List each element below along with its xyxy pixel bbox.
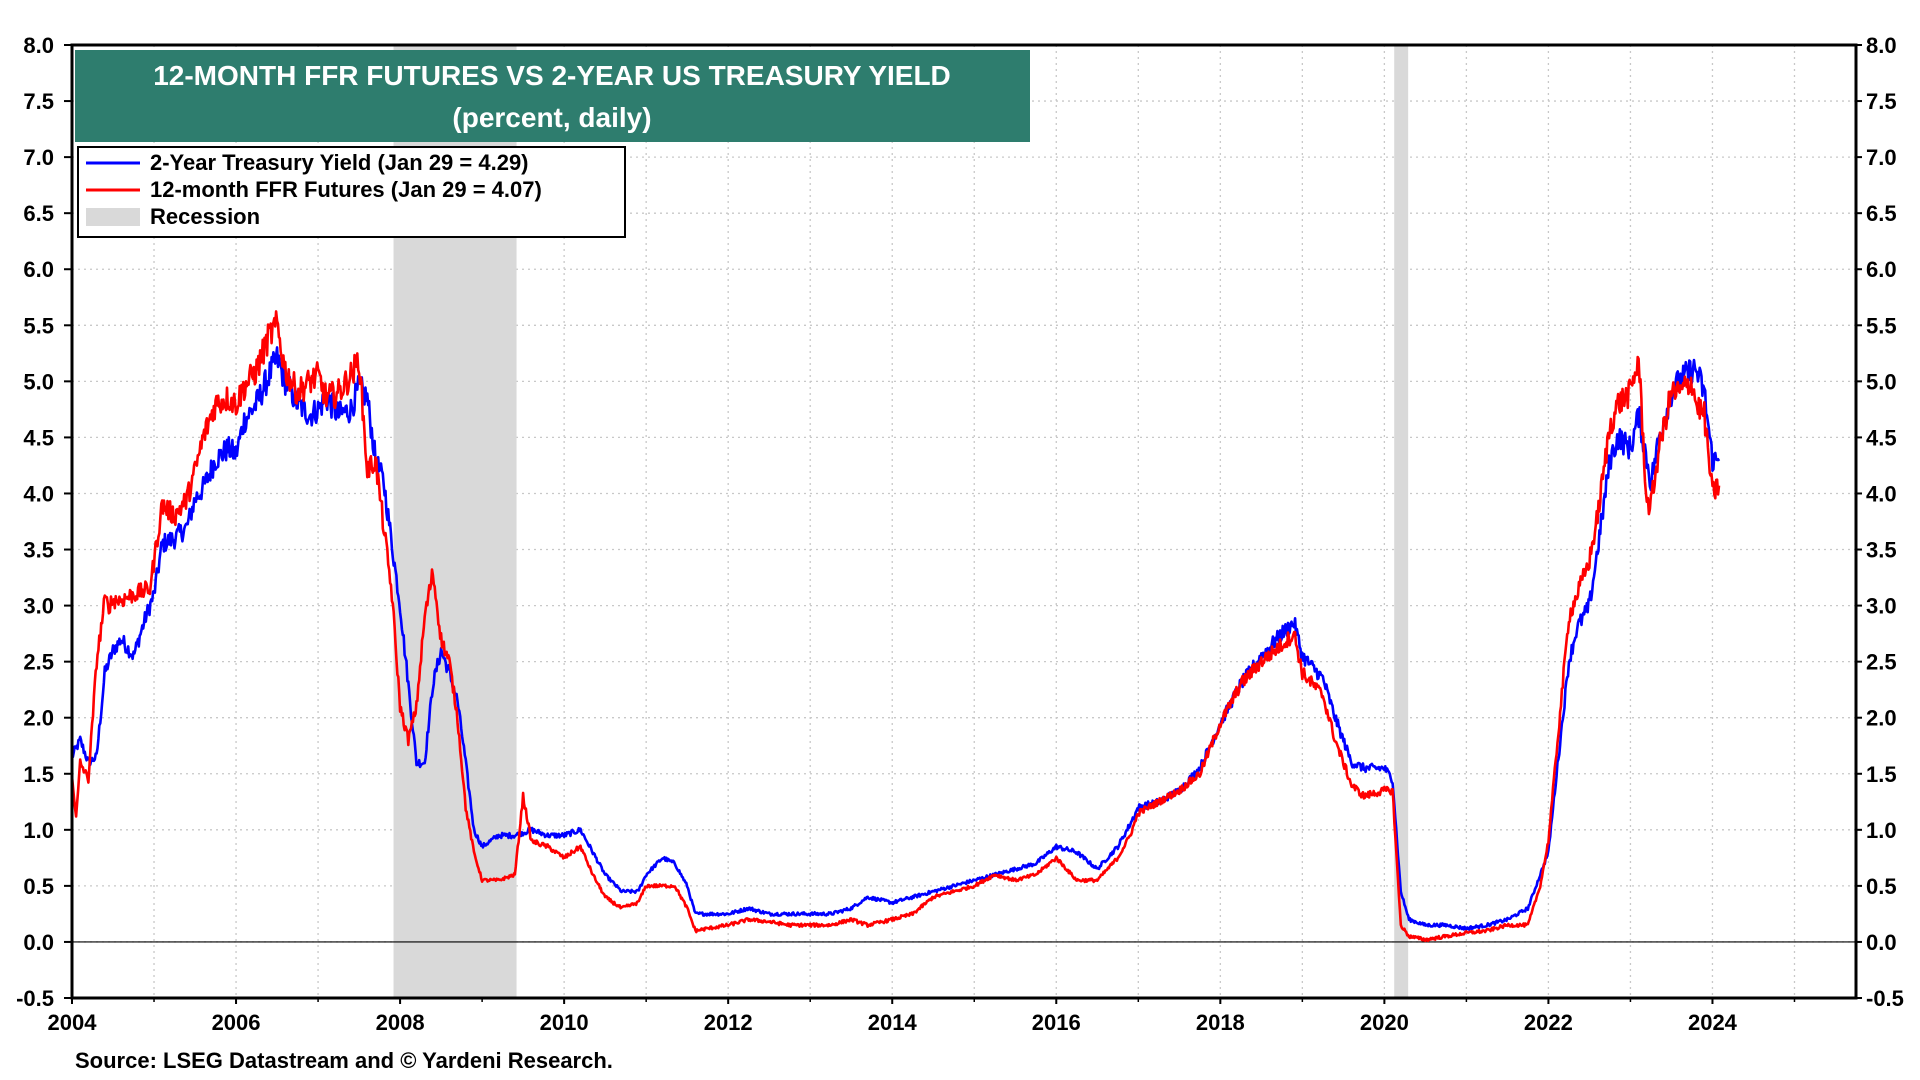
legend-label-treasury: 2-Year Treasury Yield (Jan 29 = 4.29) xyxy=(150,150,529,175)
y-tick-label-left: 7.5 xyxy=(23,89,54,114)
x-tick-label: 2016 xyxy=(1032,1010,1081,1035)
x-tick-label: 2024 xyxy=(1688,1010,1738,1035)
y-tick-label-left: 2.5 xyxy=(23,650,54,675)
series-line-treasury xyxy=(70,346,1721,931)
y-tick-label-right: 0.0 xyxy=(1866,930,1897,955)
y-tick-label-right: 7.5 xyxy=(1866,89,1897,114)
plot-frame xyxy=(70,43,1858,1000)
axis-ticks: 2004 2006 2008 2010 2012 2014 2016 2018 2020 2022… xyxy=(16,33,1904,1035)
y-tick-label-left: 5.5 xyxy=(23,313,54,338)
y-tick-label-right: 4.0 xyxy=(1866,481,1897,506)
legend-swatch-recession xyxy=(86,208,140,226)
x-tick-label: 2006 xyxy=(212,1010,261,1035)
y-tick-label-left: 6.5 xyxy=(23,201,54,226)
y-tick-label-right: 1.0 xyxy=(1866,818,1897,843)
y-tick-label-right: 6.0 xyxy=(1866,257,1897,282)
y-tick-label-left: 8.0 xyxy=(23,33,54,58)
y-tick-label-left: 2.0 xyxy=(23,706,54,731)
recession-band xyxy=(1394,45,1409,998)
y-tick-label-right: 2.5 xyxy=(1866,650,1897,675)
y-tick-label-right: 3.5 xyxy=(1866,538,1897,563)
x-tick-label: 2022 xyxy=(1524,1010,1573,1035)
y-tick-label-right: 1.5 xyxy=(1866,762,1897,787)
series-line-futures xyxy=(70,310,1721,943)
y-tick-label-left: 4.0 xyxy=(23,481,54,506)
y-tick-label-left: 3.5 xyxy=(23,538,54,563)
y-tick-label-left: 4.5 xyxy=(23,425,54,450)
x-tick-label: 2012 xyxy=(704,1010,753,1035)
y-tick-label-right: 0.5 xyxy=(1866,874,1897,899)
y-tick-label-right: 7.0 xyxy=(1866,145,1897,170)
source-note: Source: LSEG Datastream and © Yardeni Re… xyxy=(75,1048,613,1073)
chart-title: 12-MONTH FFR FUTURES VS 2-YEAR US TREASU… xyxy=(153,60,951,91)
y-tick-label-left: 1.5 xyxy=(23,762,54,787)
x-tick-label: 2010 xyxy=(540,1010,589,1035)
y-tick-label-left: 7.0 xyxy=(23,145,54,170)
y-tick-label-right: 6.5 xyxy=(1866,201,1897,226)
y-tick-label-right: 3.0 xyxy=(1866,594,1897,619)
y-tick-label-right: 4.5 xyxy=(1866,425,1897,450)
y-tick-label-left: -0.5 xyxy=(16,986,54,1011)
y-tick-label-right: -0.5 xyxy=(1866,986,1904,1011)
x-tick-label: 2014 xyxy=(868,1010,918,1035)
y-tick-label-left: 3.0 xyxy=(23,594,54,619)
y-tick-label-left: 6.0 xyxy=(23,257,54,282)
legend-box xyxy=(77,146,626,238)
x-tick-label: 2018 xyxy=(1196,1010,1245,1035)
y-tick-label-right: 5.5 xyxy=(1866,313,1897,338)
legend-label-futures: 12-month FFR Futures (Jan 29 = 4.07) xyxy=(150,177,542,202)
y-tick-label-right: 8.0 xyxy=(1866,33,1897,58)
x-tick-label: 2020 xyxy=(1360,1010,1409,1035)
legend: 2-Year Treasury Yield (Jan 29 = 4.29) 12… xyxy=(77,146,626,238)
series-lines xyxy=(70,310,1721,943)
title-box: 12-MONTH FFR FUTURES VS 2-YEAR US TREASU… xyxy=(75,50,1030,142)
y-tick-label-right: 2.0 xyxy=(1866,706,1897,731)
y-tick-label-left: 5.0 xyxy=(23,369,54,394)
y-tick-label-left: 1.0 xyxy=(23,818,54,843)
title-background xyxy=(75,50,1030,142)
y-tick-label-left: 0.0 xyxy=(23,930,54,955)
legend-label-recession: Recession xyxy=(150,204,260,229)
x-tick-label: 2004 xyxy=(48,1010,98,1035)
y-tick-label-right: 5.0 xyxy=(1866,369,1897,394)
x-tick-label: 2008 xyxy=(376,1010,425,1035)
chart-subtitle: (percent, daily) xyxy=(452,102,651,133)
y-tick-label-left: 0.5 xyxy=(23,874,54,899)
